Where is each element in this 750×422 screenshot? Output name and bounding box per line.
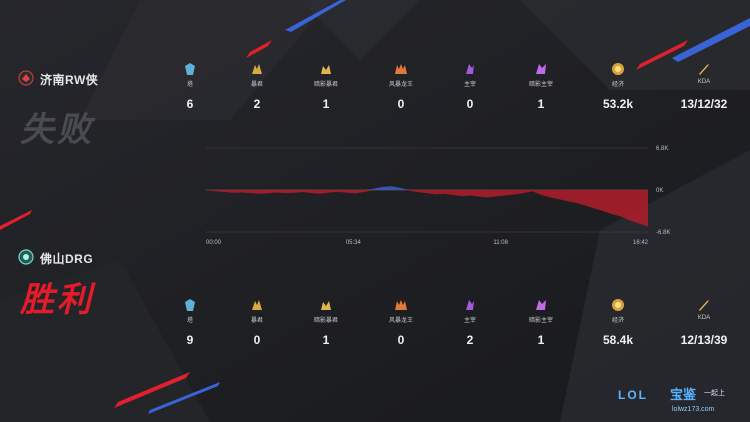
shadow-overlord-icon	[536, 300, 546, 310]
team1-stat-shadow-overlord: 暗影主宰 1	[501, 62, 581, 111]
team1-stat-gold: 经济 53.2k	[578, 62, 658, 111]
chart-y-tick-label: 6.8K	[656, 146, 668, 152]
team1-name: 济南RW侠	[40, 73, 99, 87]
kda-sword-icon	[699, 300, 709, 311]
stat-value: 1	[537, 97, 545, 111]
stat-value: 0	[253, 333, 261, 347]
team2-stat-overlord: 主宰 2	[430, 298, 510, 347]
stat-label: 暴君	[250, 82, 263, 88]
stat-label: KDA	[697, 315, 711, 321]
stat-value: 12/13/39	[680, 333, 728, 347]
tyrant-icon	[252, 300, 262, 310]
stat-label: 主宰	[463, 82, 476, 88]
gold-icon	[612, 63, 624, 75]
chart-x-tick-label: 05:34	[346, 240, 362, 246]
team2-stats-row: 塔 9 暴君 0 暗影暴君 1 风暴龙王 0 主宰 2 暗影主宰 1 经济 58…	[160, 298, 750, 358]
brand-url: lolwz173.com	[672, 406, 715, 413]
team2-stat-storm-dragon: 风暴龙王 0	[361, 298, 441, 347]
stat-value: 1	[537, 333, 545, 347]
stat-value: 1	[322, 333, 330, 347]
stat-label: 暗影暴君	[313, 82, 338, 88]
shadow-tyrant-icon	[321, 301, 331, 310]
stat-value: 0	[397, 97, 405, 111]
chart-y-tick-label: -6.8K	[656, 230, 670, 236]
tower-icon	[185, 63, 195, 75]
stat-value: 0	[397, 333, 405, 347]
stat-label: 经济	[611, 318, 624, 324]
stat-label: 暗影主宰	[528, 82, 553, 88]
team1-stats-row: 塔 6 暴君 2 暗影暴君 1 风暴龙王 0 主宰 0 暗影主宰 1 经济 53…	[160, 62, 750, 122]
storm-dragon-icon	[395, 300, 407, 310]
team1-stat-tyrant: 暴君 2	[217, 62, 297, 111]
brand-slogan: 一起上	[704, 390, 725, 397]
team2-stat-shadow-tyrant: 暗影暴君 1	[286, 298, 366, 347]
stat-label: KDA	[697, 79, 711, 85]
stat-value: 53.2k	[602, 97, 634, 111]
chart-x-tick-label: 16:42	[633, 240, 649, 246]
gold-icon	[612, 299, 624, 311]
stat-label: 暗影暴君	[313, 318, 338, 324]
stat-label: 暗影主宰	[528, 318, 553, 324]
stat-value: 58.4k	[602, 333, 634, 347]
stat-value: 13/12/32	[680, 97, 728, 111]
team1-stat-tower: 塔 6	[150, 62, 230, 111]
kda-sword-icon	[699, 64, 709, 75]
stat-label: 经济	[611, 82, 624, 88]
stat-label: 暴君	[250, 318, 263, 324]
shadow-overlord-icon	[536, 64, 546, 74]
team2-stat-tower: 塔 9	[150, 298, 230, 347]
team2-stat-gold: 经济 58.4k	[578, 298, 658, 347]
team1-stat-overlord: 主宰 0	[430, 62, 510, 111]
tower-icon	[185, 299, 195, 311]
chart-area-negative	[206, 190, 648, 227]
stat-label: 塔	[186, 318, 193, 324]
stat-value: 1	[322, 97, 330, 111]
team2-stat-kda: KDA 12/13/39	[664, 298, 744, 347]
tyrant-icon	[252, 64, 262, 74]
stat-value: 9	[186, 333, 194, 347]
brand-name: 宝鉴	[670, 387, 697, 402]
brand-watermark: LOL 宝鉴 一起上 lolwz173.com	[616, 382, 750, 422]
stat-label: 风暴龙王	[388, 318, 413, 324]
team2-logo	[18, 249, 34, 265]
team2-result: 胜利	[20, 281, 94, 319]
team2-name: 佛山DRG	[40, 252, 94, 266]
brand-lol-logo: LOL	[618, 388, 648, 402]
stat-value: 2	[466, 333, 474, 347]
stat-value: 0	[466, 97, 474, 111]
team2-stat-shadow-overlord: 暗影主宰 1	[501, 298, 581, 347]
team1-result: 失败	[20, 111, 94, 149]
chart-x-tick-label: 11:08	[493, 240, 508, 246]
team1-stat-shadow-tyrant: 暗影暴君 1	[286, 62, 366, 111]
stat-label: 风暴龙王	[388, 82, 413, 88]
shadow-tyrant-icon	[321, 65, 331, 74]
team1-stat-kda: KDA 13/12/32	[664, 62, 744, 111]
overlord-icon	[466, 300, 474, 310]
team2-stat-tyrant: 暴君 0	[217, 298, 297, 347]
stat-value: 2	[253, 97, 261, 111]
stat-label: 塔	[186, 82, 193, 88]
overlord-icon	[466, 64, 474, 74]
stat-label: 主宰	[463, 318, 476, 324]
chart-x-tick-label: 00:00	[206, 240, 222, 246]
storm-dragon-icon	[395, 64, 407, 74]
team1-logo	[18, 70, 34, 86]
chart-y-tick-label: 0K	[656, 188, 663, 194]
stat-value: 6	[186, 97, 194, 111]
chart-area-positive	[206, 186, 648, 190]
gold-diff-chart: 6.8K 0K -6.8K 00:00 05:34 11:08 16:42	[206, 146, 670, 246]
team1-stat-storm-dragon: 风暴龙王 0	[361, 62, 441, 111]
